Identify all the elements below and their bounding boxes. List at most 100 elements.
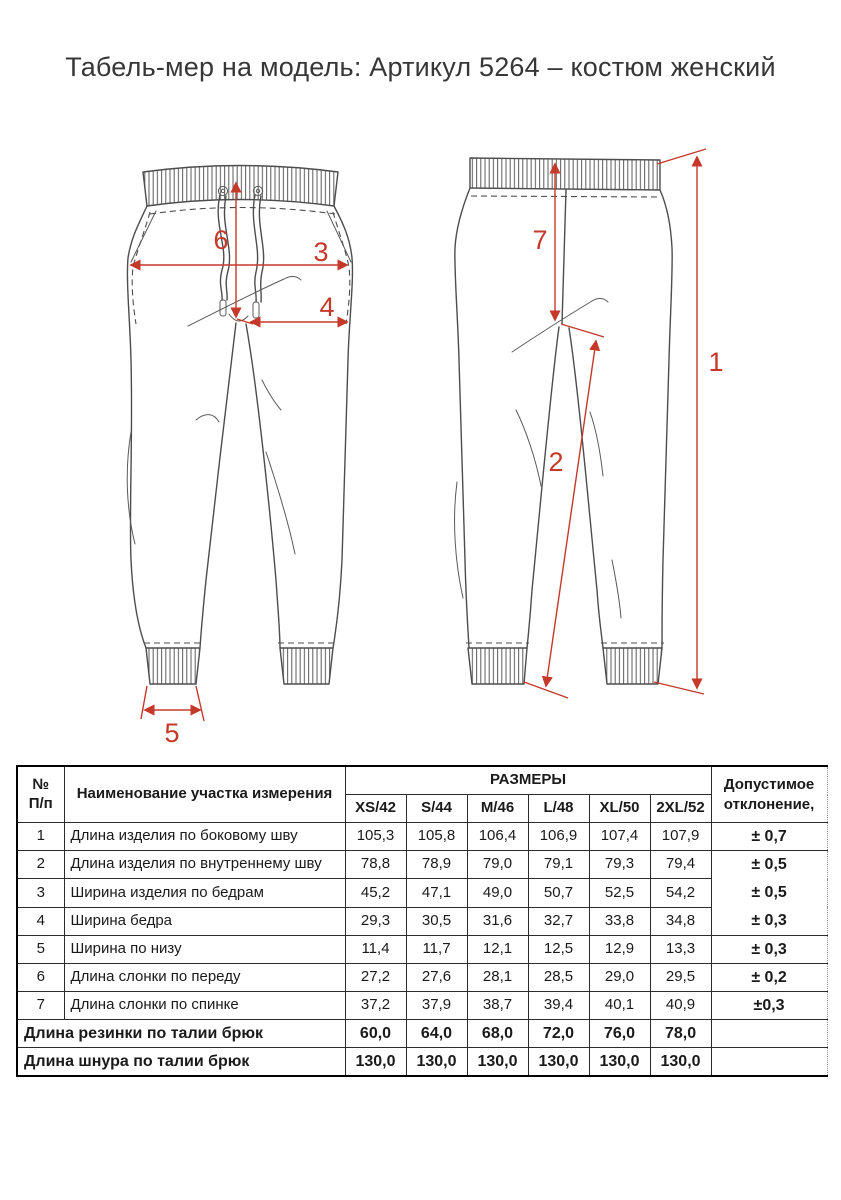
tolerance-value: ± 0,2 bbox=[710, 963, 828, 992]
front-pocket-left-opening bbox=[130, 210, 157, 263]
size-value: 106,4 bbox=[466, 822, 529, 851]
size-value: 76,0 bbox=[588, 1019, 651, 1048]
front-wrinkle-1 bbox=[126, 431, 136, 545]
size-value: 29,0 bbox=[588, 963, 651, 992]
dimension-label-7: 7 bbox=[532, 225, 547, 255]
page-title: Табель-мер на модель: Артикул 5264 – кос… bbox=[65, 52, 776, 82]
dimension-label-5: 5 bbox=[164, 718, 179, 748]
size-value: 79,0 bbox=[466, 849, 529, 880]
size-value: 107,9 bbox=[649, 822, 712, 851]
front-waistband bbox=[142, 164, 339, 207]
back-wrinkle-2 bbox=[454, 481, 464, 599]
tolerance-value: ± 0,5 bbox=[751, 856, 787, 874]
front-cuff-left bbox=[145, 647, 201, 685]
table-row-1: 1 Длина изделия по боковому шву 105,3 10… bbox=[16, 822, 828, 851]
dimension-arrow-2 bbox=[523, 323, 605, 699]
size-value: 105,3 bbox=[344, 822, 407, 851]
size-value: 130,0 bbox=[527, 1047, 590, 1077]
col-header-tolerance-line1: Допустимое bbox=[723, 776, 815, 793]
size-header-xl50: XL/50 bbox=[588, 794, 651, 823]
tolerance-value: ± 0,7 bbox=[710, 822, 828, 851]
size-value: 68,0 bbox=[466, 1019, 529, 1048]
size-value: 12,1 bbox=[466, 935, 529, 964]
size-value: 79,3 bbox=[588, 849, 651, 880]
size-value: 40,1 bbox=[588, 991, 651, 1020]
measure-name: Длина шнура по талии брюк bbox=[16, 1047, 346, 1077]
front-wrinkle-2 bbox=[195, 414, 220, 423]
size-value: 34,8 bbox=[649, 906, 712, 937]
size-value: 13,3 bbox=[649, 935, 712, 964]
size-value: 11,4 bbox=[344, 935, 407, 964]
size-value: 11,7 bbox=[405, 935, 468, 964]
back-wrinkle-4 bbox=[611, 559, 622, 619]
col-header-tolerance: Допустимое отклонение, bbox=[710, 765, 828, 823]
size-value: 50,7 bbox=[527, 878, 590, 908]
technical-drawings-canvas: 6 3 4 5 bbox=[126, 148, 724, 748]
size-value: 45,2 bbox=[344, 878, 407, 908]
drawstring-right bbox=[252, 194, 265, 319]
dimension-arrow-1 bbox=[653, 148, 707, 695]
row-num: 7 bbox=[16, 991, 65, 1020]
size-value: 107,4 bbox=[588, 822, 651, 851]
size-value: 32,7 bbox=[527, 906, 590, 937]
size-header-m46: M/46 bbox=[466, 794, 529, 823]
size-value: 54,2 bbox=[649, 878, 712, 908]
size-value: 72,0 bbox=[527, 1019, 590, 1048]
row-num: 1 bbox=[16, 822, 65, 851]
col-header-num-line1: № bbox=[32, 775, 50, 793]
pants-front-sketch: 6 3 4 5 bbox=[126, 164, 354, 748]
size-value: 27,6 bbox=[405, 963, 468, 992]
front-waistband-stitch bbox=[149, 206, 336, 215]
size-value: 130,0 bbox=[649, 1047, 712, 1077]
eyelet-right-icon bbox=[252, 185, 264, 197]
measure-name: Длина изделия по внутреннему шву bbox=[63, 849, 346, 880]
size-value: 37,9 bbox=[405, 991, 468, 1020]
size-value: 29,3 bbox=[344, 906, 407, 937]
measurement-table: № П/п Наименование участка измерения РАЗ… bbox=[16, 765, 828, 1077]
size-header-xs42: XS/42 bbox=[344, 794, 407, 823]
size-value: 106,9 bbox=[527, 822, 590, 851]
measure-name: Длина резинки по талии брюк bbox=[16, 1019, 346, 1048]
tolerance-empty-cell bbox=[710, 1019, 828, 1048]
size-value: 47,1 bbox=[405, 878, 468, 908]
row-num: 5 bbox=[16, 935, 65, 964]
dimension-label-3: 3 bbox=[313, 237, 328, 267]
dimension-arrow-6 bbox=[230, 181, 254, 325]
tolerance-value: ± 0,3 bbox=[751, 912, 787, 930]
size-value: 39,4 bbox=[527, 991, 590, 1020]
size-value: 38,7 bbox=[466, 991, 529, 1020]
drawstring-left bbox=[217, 194, 231, 317]
size-value: 12,5 bbox=[527, 935, 590, 964]
size-value: 60,0 bbox=[344, 1019, 407, 1048]
table-row-6: 6 Длина слонки по переду 27,2 27,6 28,1 … bbox=[16, 963, 828, 992]
size-header-l48: L/48 bbox=[527, 794, 590, 823]
size-value: 64,0 bbox=[405, 1019, 468, 1048]
back-wrinkle-1 bbox=[515, 409, 542, 487]
size-value: 130,0 bbox=[466, 1047, 529, 1077]
tolerance-empty-cell bbox=[710, 1047, 828, 1077]
dimension-label-1: 1 bbox=[708, 347, 723, 377]
col-header-tolerance-line2: отклонение, bbox=[723, 795, 815, 813]
row-num: 3 bbox=[16, 878, 65, 908]
table-row-elastic-length: Длина резинки по талии брюк 60,0 64,0 68… bbox=[16, 1019, 828, 1048]
front-cuff-right bbox=[279, 647, 334, 685]
back-outline-left bbox=[454, 187, 471, 649]
row-num: 4 bbox=[16, 906, 65, 937]
size-value: 49,0 bbox=[466, 878, 529, 908]
size-value: 130,0 bbox=[405, 1047, 468, 1077]
measure-name: Ширина бедра bbox=[63, 906, 346, 937]
dimension-label-4: 4 bbox=[319, 292, 334, 322]
col-header-sizes-group: РАЗМЕРЫ bbox=[344, 765, 712, 795]
dimension-label-2: 2 bbox=[548, 447, 563, 477]
front-inseam-right bbox=[245, 323, 281, 649]
size-value: 79,4 bbox=[649, 849, 712, 880]
back-inseam-left bbox=[526, 326, 560, 649]
back-style-line bbox=[511, 300, 593, 353]
measure-name: Ширина изделия по бедрам bbox=[63, 878, 346, 908]
measure-name: Длина слонки по переду bbox=[63, 963, 346, 992]
size-value: 79,1 bbox=[527, 849, 590, 880]
front-inseam-left bbox=[199, 322, 237, 649]
size-header-2xl52: 2XL/52 bbox=[649, 794, 712, 823]
row-num: 2 bbox=[16, 849, 65, 880]
dimension-arrow-5 bbox=[140, 685, 205, 722]
